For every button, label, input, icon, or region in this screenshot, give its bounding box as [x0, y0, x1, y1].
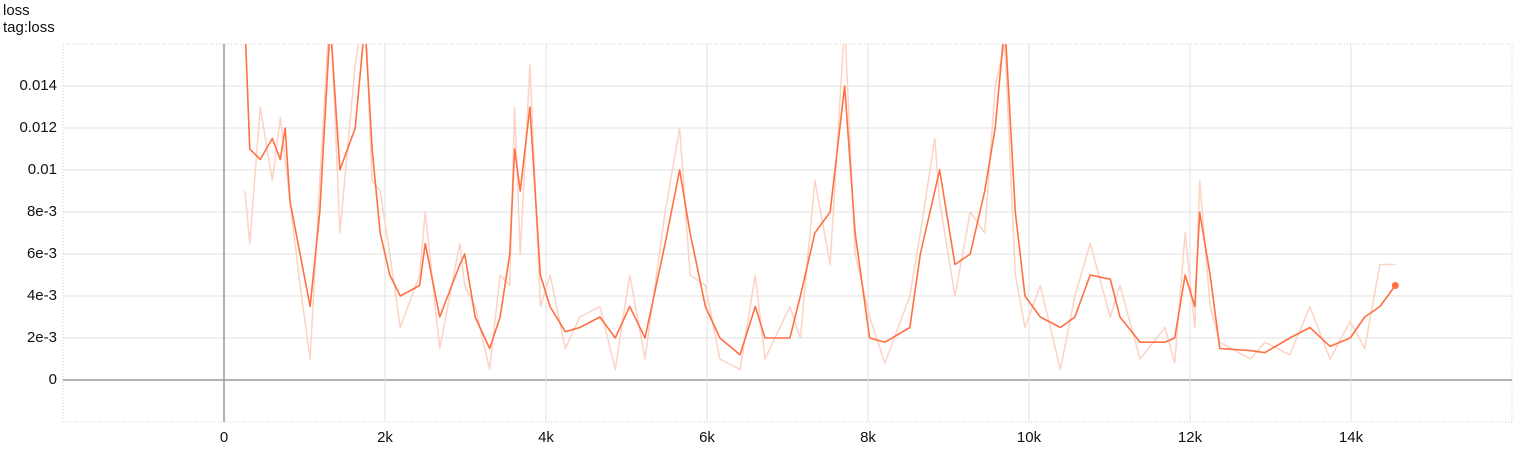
y-tick-label: 6e-3 — [27, 245, 57, 262]
x-tick-label: 8k — [860, 429, 876, 446]
x-tick-label: 10k — [1017, 429, 1042, 446]
end-point — [1391, 282, 1399, 289]
series-line — [244, 44, 1396, 356]
x-tick-label: 4k — [538, 429, 554, 446]
x-tick-label: 0 — [220, 429, 228, 446]
x-tick-label: 2k — [377, 429, 393, 446]
y-tick-label: 2e-3 — [27, 329, 57, 346]
plot-frame — [62, 43, 1513, 423]
y-tick-label: 0.01 — [28, 161, 57, 178]
plot-area — [244, 44, 1399, 371]
y-tick-label: 4e-3 — [27, 287, 57, 304]
series-line — [244, 44, 1396, 371]
x-tick-label: 12k — [1178, 429, 1203, 446]
x-tick-label: 14k — [1339, 429, 1364, 446]
y-tick-label: 0.012 — [19, 119, 57, 136]
y-tick-label: 8e-3 — [27, 203, 57, 220]
y-tick-label: 0.014 — [19, 77, 57, 94]
y-tick-label: 0 — [49, 371, 57, 388]
x-tick-label: 6k — [699, 429, 715, 446]
chart-title: loss — [3, 2, 30, 19]
chart-subtitle: tag:loss — [3, 19, 55, 36]
